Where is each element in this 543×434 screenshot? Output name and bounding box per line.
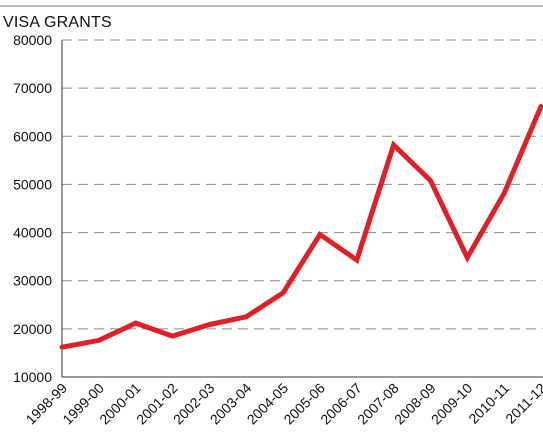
y-axis-ticks: 10000 20000 30000 40000 50000 60000 70000 80000 — [13, 32, 52, 385]
data-point — [501, 190, 507, 196]
y-tick-label: 40000 — [13, 225, 52, 241]
data-point — [538, 104, 543, 109]
x-tick-label: 2011-12 — [502, 380, 543, 427]
data-point — [59, 344, 65, 350]
chart-title: VISA GRANTS — [3, 14, 112, 31]
data-point — [96, 338, 102, 343]
data-point — [280, 290, 286, 296]
data-point — [206, 322, 212, 327]
y-tick-label: 80000 — [13, 32, 52, 48]
y-tick-label: 60000 — [13, 128, 52, 144]
x-tick-label: 2009-10 — [428, 380, 476, 428]
data-point — [354, 257, 360, 263]
y-tick-label: 10000 — [13, 369, 52, 385]
data-point — [464, 255, 470, 261]
data-point — [428, 178, 433, 183]
data-point — [317, 232, 323, 237]
y-tick-label: 50000 — [13, 176, 52, 192]
series-points — [59, 104, 543, 350]
gridlines — [62, 39, 543, 330]
data-point — [170, 333, 175, 339]
data-point — [391, 142, 397, 148]
x-axis-ticks: 1998-991999-002000-012001-022002-032003-… — [22, 380, 543, 428]
y-tick-label: 20000 — [13, 321, 52, 337]
y-tick-label: 70000 — [13, 80, 52, 96]
data-point — [133, 320, 139, 326]
data-point — [243, 314, 249, 320]
series-line — [61, 105, 543, 350]
y-tick-label: 30000 — [13, 273, 52, 289]
